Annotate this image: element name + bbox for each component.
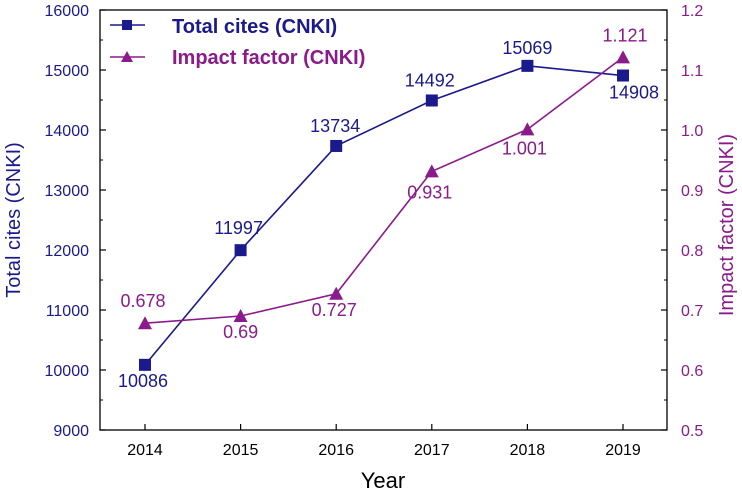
data-label-impact-factor: 0.678 <box>120 291 165 311</box>
data-point-impact-factor <box>138 316 152 330</box>
data-point-impact-factor <box>233 309 248 322</box>
x-axis-title: Year <box>361 468 405 493</box>
data-label-total-cites: 14908 <box>609 83 659 103</box>
data-point-impact-factor <box>424 164 439 178</box>
y-right-tick-label: 0.7 <box>681 303 703 320</box>
ticks-layer: 2014 2015 2016 2017 2018 2019 9000 10000 11000 12… <box>45 3 704 459</box>
x-tick-label: 2014 <box>127 442 163 459</box>
data-label-impact-factor: 1.121 <box>602 25 647 45</box>
data-point-impact-factor <box>616 50 630 64</box>
data-label-total-cites: 11997 <box>214 218 263 238</box>
series-line-impact-factor <box>144 56 624 324</box>
legend-marker-impact-factor <box>121 51 133 62</box>
x-tick-label: 2015 <box>223 442 259 459</box>
data-label-impact-factor: 0.69 <box>223 322 258 342</box>
data-label-impact-factor: 1.001 <box>502 138 547 158</box>
y-left-tick-label: 14000 <box>45 123 90 140</box>
data-label-impact-factor: 0.727 <box>312 300 357 320</box>
data-point-total-cites <box>330 139 343 152</box>
y-left-tick-label: 15000 <box>45 63 90 80</box>
series-line-total-cites <box>144 65 624 366</box>
y-right-tick-label: 0.9 <box>681 183 703 200</box>
data-point-impact-factor <box>520 122 535 136</box>
y-right-tick-label: 1.2 <box>681 3 703 20</box>
data-point-total-cites <box>139 358 151 371</box>
y-right-tick-label: 0.5 <box>681 423 703 440</box>
plot-frame <box>99 9 668 431</box>
y-left-axis-title: Total cites (CNKI) <box>3 142 25 298</box>
legend-marker-total-cites <box>122 20 132 30</box>
y-left-tick-label: 10000 <box>45 363 90 380</box>
y-left-tick-label: 13000 <box>45 183 90 200</box>
y-right-tick-label: 0.6 <box>681 363 703 380</box>
legend-label-total-cites: Total cites (CNKI) <box>172 16 337 38</box>
x-tick-label: 2019 <box>605 442 641 459</box>
data-point-total-cites <box>234 244 247 257</box>
y-left-tick-label: 16000 <box>45 3 90 20</box>
data-point-total-cites <box>425 94 438 107</box>
y-left-tick-label: 9000 <box>53 423 89 440</box>
y-right-tick-label: 0.8 <box>681 243 703 260</box>
data-label-total-cites: 14492 <box>405 70 455 90</box>
data-point-impact-factor <box>329 286 344 300</box>
x-tick-label: 2016 <box>318 442 354 459</box>
x-tick-label: 2018 <box>510 442 546 459</box>
x-tick-label: 2017 <box>414 442 450 459</box>
series-layer: 10086 11997 13734 14492 15069 14908 0.678 0.69 0… <box>118 25 659 390</box>
data-label-impact-factor: 0.931 <box>407 182 452 202</box>
y-right-tick-label: 1.1 <box>681 63 703 80</box>
data-point-total-cites <box>617 69 629 82</box>
y-right-axis-title: Impact factor (CNKI) <box>716 134 738 316</box>
data-label-total-cites: 13734 <box>310 116 360 136</box>
y-left-tick-label: 11000 <box>46 303 89 320</box>
y-left-tick-label: 12000 <box>45 243 90 260</box>
legend-label-impact-factor: Impact factor (CNKI) <box>172 47 365 69</box>
data-point-total-cites <box>521 59 534 72</box>
legend: Total cites (CNKI) Impact factor (CNKI) <box>110 16 365 69</box>
data-label-total-cites: 15069 <box>502 38 552 58</box>
y-right-tick-label: 1.0 <box>681 123 703 140</box>
data-label-total-cites: 10086 <box>118 371 168 391</box>
